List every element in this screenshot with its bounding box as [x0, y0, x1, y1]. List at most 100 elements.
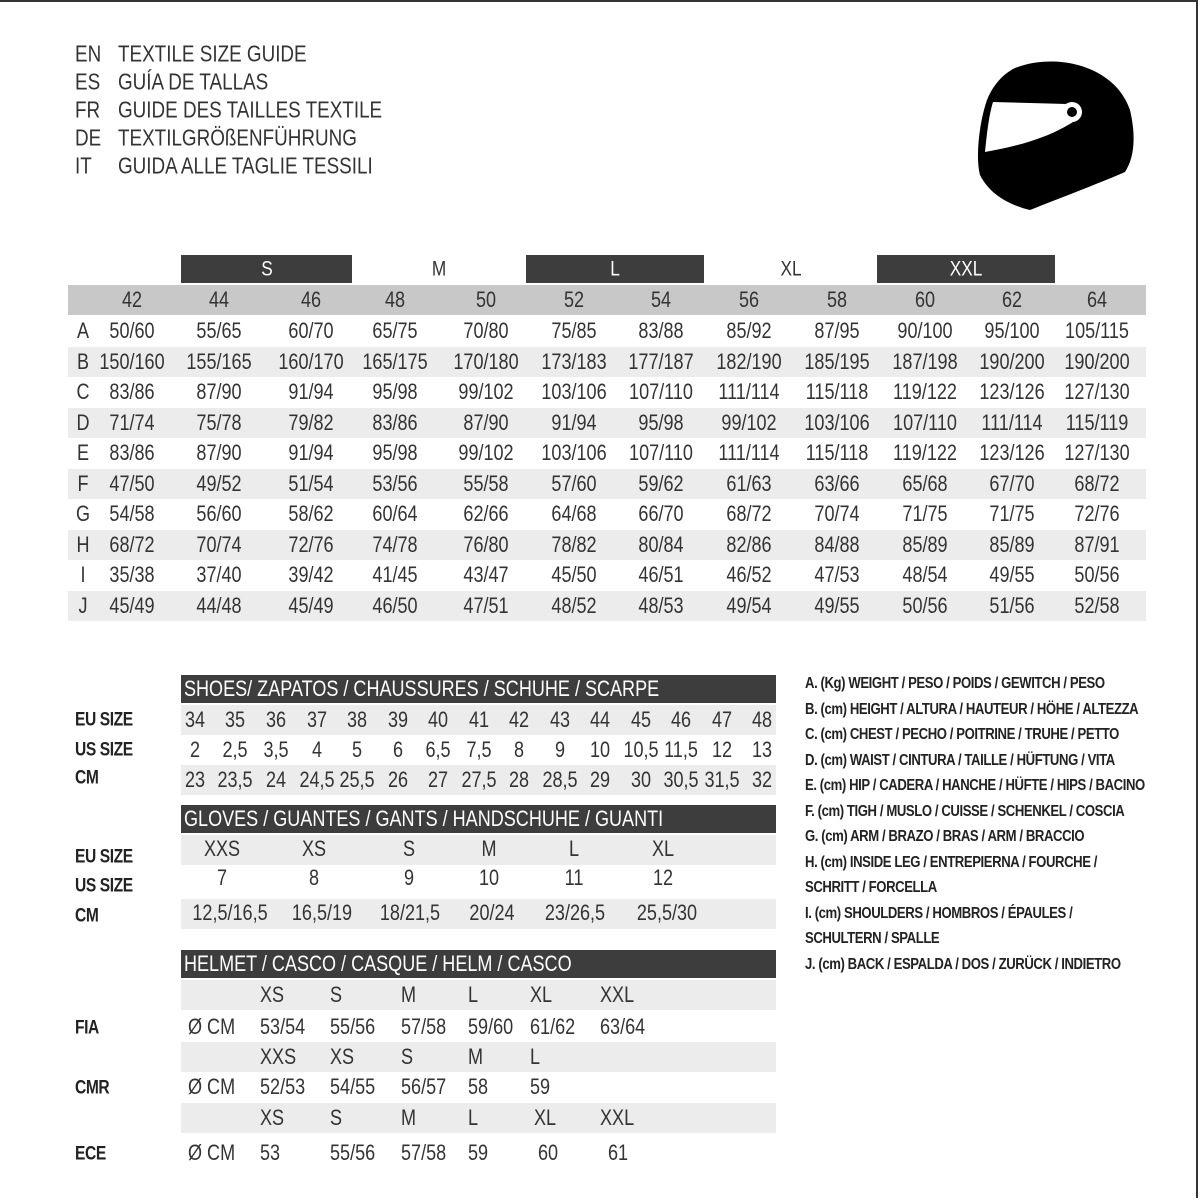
table-cell: 50/56	[902, 592, 948, 618]
table-cell: 62/66	[463, 501, 509, 526]
size-number: 46	[300, 287, 322, 312]
language-code: ES	[75, 68, 101, 95]
table-cell: 115/118	[805, 440, 869, 465]
row-label: US SIZE	[75, 739, 133, 761]
table-cell: 8	[513, 737, 525, 762]
table-cell: 99/102	[458, 440, 514, 465]
table-cell: 61/63	[726, 470, 772, 496]
table-row-stripe	[68, 590, 1146, 621]
language-code: FR	[75, 96, 101, 123]
size-group-label: L	[610, 257, 620, 281]
helmet-size: XS	[260, 1105, 285, 1130]
table-cell: 50/56	[1074, 562, 1120, 587]
helmet-size: S	[330, 982, 343, 1007]
table-cell: 64/68	[551, 501, 597, 526]
standard-label: FIA	[75, 1017, 99, 1039]
size-row-stripe	[181, 980, 776, 1010]
table-cell: 119/122	[893, 379, 957, 404]
table-cell: 115/118	[805, 379, 869, 404]
table-cell: XL	[651, 836, 675, 861]
table-cell: 28,5	[542, 767, 578, 792]
helmet-size: XS	[330, 1044, 355, 1069]
helmet-size: XXS	[260, 1044, 297, 1069]
table-cell: 185/195	[804, 348, 870, 374]
table-cell: 74/78	[372, 531, 418, 557]
table-cell: 127/130	[1064, 440, 1130, 465]
table-cell: 87/90	[196, 440, 242, 465]
table-cell: 47/53	[814, 562, 860, 587]
legend-line: H. (cm) INSIDE LEG / ENTREPIERNA / FOURC…	[805, 853, 1098, 871]
measurement-letter: E	[76, 440, 90, 465]
table-cell: 83/86	[109, 379, 155, 404]
table-cell: XS	[301, 836, 327, 861]
table-row-stripe	[68, 346, 1146, 377]
size-group-band	[877, 255, 1055, 283]
helmet-value: 57/58	[401, 1014, 447, 1039]
size-number: 52	[563, 287, 585, 312]
table-cell: 10	[478, 865, 500, 890]
helmet-size: L	[468, 1105, 479, 1130]
table-cell: 95/98	[372, 440, 418, 465]
table-cell: 119/122	[893, 440, 957, 465]
table-cell: 60/70	[288, 318, 334, 343]
table-cell: 5	[351, 737, 363, 762]
table-cell: 91/94	[288, 440, 334, 465]
table-cell: 111/114	[718, 379, 780, 404]
helmet-value: 61	[608, 1140, 629, 1165]
table-cell: 85/92	[726, 318, 772, 343]
measurement-letter: B	[76, 348, 90, 374]
table-cell: 39	[387, 707, 409, 732]
table-cell: 51/54	[288, 470, 334, 496]
guide-title: TEXTILE SIZE GUIDE	[118, 40, 307, 67]
table-cell: 78/82	[551, 531, 597, 557]
table-cell: 70/74	[814, 501, 860, 526]
table-cell: 87/90	[463, 409, 509, 435]
helmet-value: 61/62	[530, 1014, 576, 1039]
table-cell: 57/60	[551, 470, 597, 496]
row-label: EU SIZE	[75, 709, 133, 731]
legend-line: G. (cm) ARM / BRAZO / BRAS / ARM / BRACC…	[805, 828, 1085, 845]
table-cell: 105/115	[1065, 318, 1129, 343]
table-cell: 107/110	[893, 409, 957, 435]
table-cell: 84/88	[814, 531, 860, 557]
size-group-band	[181, 255, 352, 283]
table-cell: 60/64	[372, 501, 418, 526]
language-code: DE	[75, 124, 102, 151]
table-cell: 49/55	[989, 562, 1035, 587]
shoes-title: SHOES/ ZAPATOS / CHAUSSURES / SCHUHE / S…	[184, 676, 660, 701]
table-cell: 58/62	[288, 501, 334, 526]
table-cell: 47/50	[109, 470, 155, 496]
table-row-stripe	[68, 407, 1146, 438]
table-cell: 48/53	[638, 592, 684, 618]
table-cell: 56/60	[196, 501, 242, 526]
table-cell: 27,5	[461, 767, 497, 792]
table-cell: 7	[216, 865, 228, 890]
table-cell: 37	[306, 707, 328, 732]
table-cell: 50/60	[109, 318, 155, 343]
table-cell: 99/102	[458, 379, 514, 404]
table-cell: 55/65	[196, 318, 242, 343]
table-cell: 46/51	[638, 562, 684, 587]
table-cell: L	[568, 836, 580, 861]
table-cell: 173/183	[541, 348, 607, 374]
helmet-size: L	[530, 1044, 541, 1069]
table-cell: 111/114	[981, 409, 1043, 435]
table-row-stripe	[181, 899, 776, 929]
helmet-value: 59/60	[468, 1014, 514, 1039]
table-cell: 12	[711, 737, 733, 762]
table-cell: 9	[554, 737, 566, 762]
table-cell: 43	[549, 707, 571, 732]
table-cell: 80/84	[638, 531, 684, 557]
table-cell: 90/100	[897, 318, 953, 343]
table-cell: 75/85	[551, 318, 597, 343]
table-cell: 85/89	[989, 531, 1035, 557]
helmet-value: 60	[538, 1140, 559, 1165]
table-cell: 2	[189, 737, 201, 762]
table-cell: 190/200	[979, 348, 1045, 374]
table-cell: 68/72	[109, 531, 155, 557]
legend-line: SCHRITT / FORCELLA	[805, 879, 937, 896]
table-cell: 41/45	[372, 562, 418, 587]
table-row-stripe	[181, 835, 776, 865]
table-cell: 30	[630, 767, 652, 792]
table-cell: 82/86	[726, 531, 772, 557]
